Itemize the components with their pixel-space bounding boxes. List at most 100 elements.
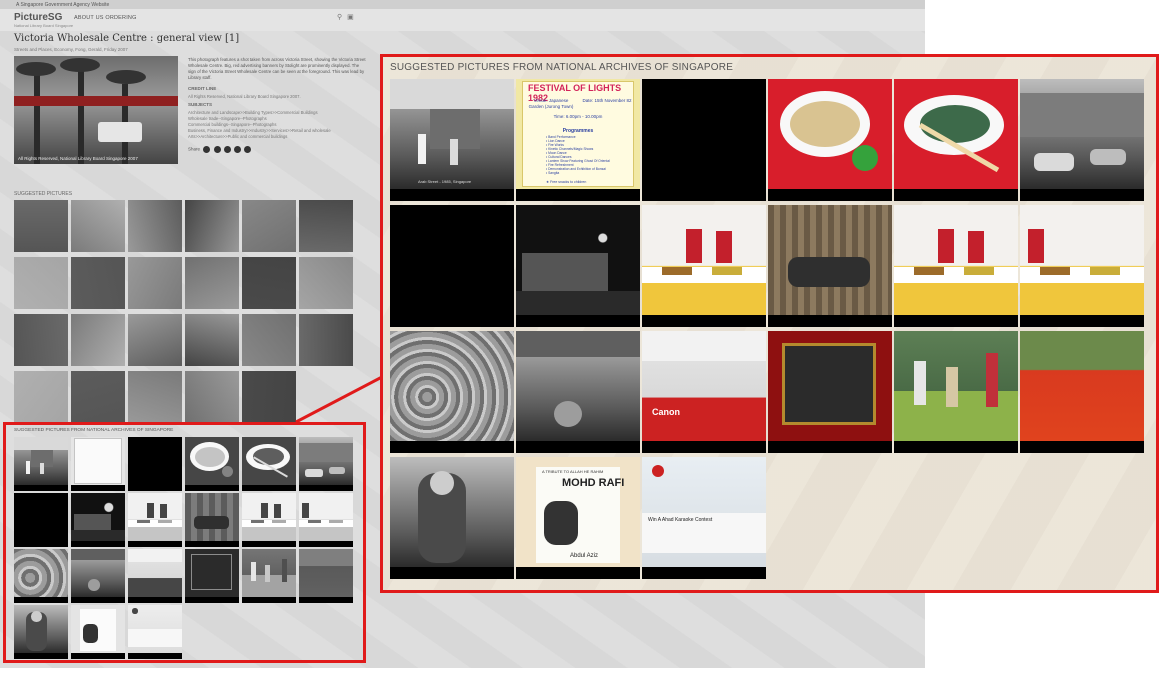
shophouse-row bbox=[1020, 93, 1144, 137]
magnified-nas-panel: SUGGESTED PICTURES FROM NATIONAL ARCHIVE… bbox=[380, 54, 1159, 593]
suggested-picture-thumbnail[interactable] bbox=[185, 314, 239, 366]
subject-link[interactable]: Wholesale trade--Singapore--Photographs bbox=[188, 116, 363, 121]
hut-roof bbox=[522, 253, 608, 293]
hanging-vines-tile[interactable] bbox=[768, 205, 892, 327]
festival-poster-tile[interactable]: FESTIVAL OF LIGHTS 1982 Venue: Japanese G… bbox=[516, 79, 640, 201]
suggested-picture-thumbnail[interactable] bbox=[185, 200, 239, 252]
suggested-picture-thumbnail[interactable] bbox=[14, 200, 68, 252]
nav-links[interactable]: ABOUT US ORDERING bbox=[74, 15, 137, 21]
subject-link[interactable]: Arts>>Architecture>>Public and commercia… bbox=[188, 134, 363, 139]
twitter-share-icon[interactable] bbox=[234, 146, 241, 153]
elderly-woman-tile[interactable] bbox=[390, 457, 514, 579]
tile-caption-strip bbox=[768, 315, 892, 327]
suggested-picture-thumbnail[interactable] bbox=[299, 257, 353, 309]
subject-link[interactable]: Architecture and Landscape>>Building Typ… bbox=[188, 110, 363, 115]
soup-dish-tile[interactable] bbox=[768, 79, 892, 201]
suggested-picture-thumbnail[interactable] bbox=[242, 371, 296, 423]
ground bbox=[516, 291, 640, 315]
suggested-picture-thumbnail[interactable] bbox=[128, 257, 182, 309]
karaoke-building-tile[interactable]: Win A Ahad Karaoke Contest bbox=[642, 457, 766, 579]
night-hut-tile[interactable] bbox=[516, 205, 640, 327]
link-share-icon[interactable] bbox=[214, 146, 221, 153]
programme-item: • Sangita bbox=[546, 171, 610, 175]
facebook-share-icon[interactable] bbox=[224, 146, 231, 153]
tile-image bbox=[894, 205, 1018, 315]
logo-shape bbox=[652, 465, 664, 477]
tile-caption-strip bbox=[390, 441, 514, 453]
tile-image: Win A Ahad Karaoke Contest bbox=[642, 457, 766, 567]
sky-region bbox=[390, 79, 514, 109]
suggested-picture-thumbnail[interactable] bbox=[71, 257, 125, 309]
suggested-picture-thumbnail[interactable] bbox=[14, 371, 68, 423]
suggested-picture-thumbnail[interactable] bbox=[128, 200, 182, 252]
suggested-picture-thumbnail[interactable] bbox=[14, 257, 68, 309]
date-block: Date: 15th November 82 bbox=[582, 98, 632, 104]
tile-caption-strip bbox=[1020, 441, 1144, 453]
tile-caption-strip bbox=[642, 189, 766, 201]
subject-link[interactable]: Business, Finance and Industry>>Industry… bbox=[188, 128, 363, 133]
chinese-building-canon-tile[interactable]: Canon bbox=[642, 331, 766, 453]
tile-image bbox=[768, 331, 892, 441]
search-icon[interactable]: ⚲ bbox=[337, 14, 342, 21]
staff-figure bbox=[968, 231, 984, 263]
suggested-picture-thumbnail[interactable] bbox=[242, 314, 296, 366]
suggested-picture-thumbnail[interactable] bbox=[71, 371, 125, 423]
tile-caption-strip bbox=[390, 315, 514, 327]
tile-caption-strip bbox=[642, 441, 766, 453]
suggested-picture-thumbnail[interactable] bbox=[128, 371, 182, 423]
car-shape bbox=[1090, 149, 1126, 165]
tile-caption-strip bbox=[894, 189, 1018, 201]
fruit-market-tile[interactable] bbox=[894, 331, 1018, 453]
tile-caption-strip bbox=[1020, 315, 1144, 327]
subject-link[interactable]: Commercial buildings--Singapore--Photogr… bbox=[188, 122, 363, 127]
buffet-staff-tile-1[interactable] bbox=[642, 205, 766, 327]
suggested-picture-thumbnail[interactable] bbox=[242, 257, 296, 309]
suggested-picture-thumbnail[interactable] bbox=[242, 200, 296, 252]
portrait-shape bbox=[544, 501, 578, 545]
buffet-tablecloth bbox=[1020, 267, 1144, 283]
buffet-table-tile[interactable] bbox=[1020, 205, 1144, 327]
blank-tile-2[interactable] bbox=[390, 205, 514, 327]
produce-market-tile[interactable] bbox=[390, 331, 514, 453]
chilli-market-tile[interactable] bbox=[1020, 331, 1144, 453]
suggested-picture-thumbnail[interactable] bbox=[185, 371, 239, 423]
suggested-picture-thumbnail[interactable] bbox=[299, 200, 353, 252]
face-shape bbox=[430, 471, 454, 495]
staff-figure bbox=[686, 229, 702, 263]
suggested-picture-thumbnail[interactable] bbox=[14, 314, 68, 366]
food-tray bbox=[1090, 267, 1120, 275]
staff-figure bbox=[938, 229, 954, 263]
canon-sign: Canon bbox=[652, 407, 680, 417]
suggested-picture-thumbnail[interactable] bbox=[299, 314, 353, 366]
car-shape bbox=[1034, 153, 1074, 171]
whatsapp-share-icon[interactable] bbox=[244, 146, 251, 153]
plaque-tile[interactable] bbox=[768, 331, 892, 453]
credit-line-heading: CREDIT LINE bbox=[188, 86, 216, 91]
buffet-tablecloth bbox=[894, 267, 1018, 283]
poster-line: A TRIBUTE TO ALLAH HE RAHIM bbox=[542, 469, 603, 474]
share-row: Share bbox=[188, 146, 251, 153]
blank-tile-1[interactable] bbox=[642, 79, 766, 201]
plaque-board bbox=[782, 343, 876, 425]
suggested-picture-thumbnail[interactable] bbox=[71, 314, 125, 366]
tile-caption-strip bbox=[390, 189, 514, 201]
mohd-rafi-poster-tile[interactable]: A TRIBUTE TO ALLAH HE RAHIM MOHD RAFI Abdu… bbox=[516, 457, 640, 579]
street-photo-tile[interactable]: Arab Street - 1985, Singapore bbox=[390, 79, 514, 201]
hero-photo[interactable]: All Rights Reserved, National Library Bo… bbox=[14, 56, 178, 164]
tile-image bbox=[642, 79, 766, 189]
garnish-shape bbox=[852, 145, 878, 171]
suggested-picture-thumbnail[interactable] bbox=[71, 200, 125, 252]
tile-caption-strip bbox=[894, 441, 1018, 453]
tile-image bbox=[390, 331, 514, 441]
shophouse-street-tile[interactable] bbox=[1020, 79, 1144, 201]
banner-text: Win A Ahad Karaoke Contest bbox=[648, 517, 712, 523]
street-hawkers-tile[interactable] bbox=[516, 331, 640, 453]
email-share-icon[interactable] bbox=[203, 146, 210, 153]
buffet-staff-tile-2[interactable] bbox=[894, 205, 1018, 327]
site-logo[interactable]: PictureSG bbox=[14, 12, 62, 23]
tile-caption-strip bbox=[516, 567, 640, 579]
salad-dish-tile[interactable] bbox=[894, 79, 1018, 201]
suggested-picture-thumbnail[interactable] bbox=[185, 257, 239, 309]
suggested-picture-thumbnail[interactable] bbox=[128, 314, 182, 366]
cart-icon[interactable]: ▣ bbox=[347, 14, 354, 21]
